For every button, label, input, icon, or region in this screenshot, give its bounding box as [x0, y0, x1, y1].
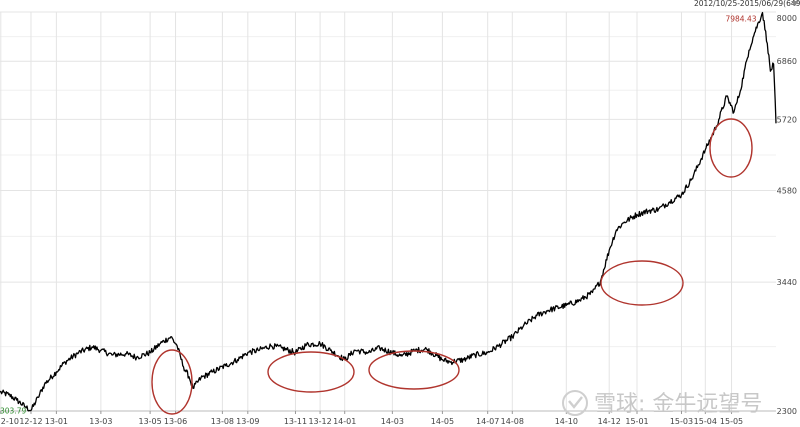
date-range-label: 2012/10/25-2015/06/29(649日): [694, 0, 800, 8]
x-tick-label: 13-11: [284, 417, 307, 426]
highlight-ellipse: [368, 350, 460, 390]
y-tick-label: 3440: [777, 278, 797, 287]
min-value-label: 303.79: [0, 406, 26, 415]
y-tick-label: 8000: [777, 14, 797, 23]
x-tick-label: 14-03: [381, 417, 404, 426]
triangle-down-icon[interactable]: [791, 1, 799, 6]
y-tick-label: 5720: [777, 115, 797, 124]
chart-grid: [0, 11, 776, 412]
highlight-ellipse: [600, 260, 684, 306]
x-tick-label: 13-06: [164, 417, 187, 426]
highlight-ellipse: [151, 349, 193, 415]
annotation-circles: [151, 118, 753, 415]
x-tick-label: 13-01: [45, 417, 68, 426]
x-tick-label: 14-05: [431, 417, 454, 426]
highlight-ellipse: [267, 351, 355, 393]
xueqiu-logo-icon: [562, 390, 588, 416]
x-tick-label: 14-01: [333, 417, 356, 426]
series-group: [0, 11, 777, 412]
x-tick-label: 15-01: [625, 417, 648, 426]
chart-header: 2012/10/25-2015/06/29(649日): [694, 0, 800, 8]
x-tick-label: 12-12: [19, 417, 42, 426]
x-tick-label: 13-05: [138, 417, 161, 426]
x-tick-label: 15-05: [720, 417, 743, 426]
x-tick-label: 13-12: [308, 417, 331, 426]
y-axis: 8000 6860 5720 4580 3440 2300: [777, 14, 797, 416]
extreme-labels: 7984.43 303.79: [0, 15, 757, 416]
y-tick-label: 6860: [777, 57, 797, 66]
x-tick-label: 13-09: [236, 417, 259, 426]
x-tick-label: 14-07: [476, 417, 499, 426]
max-value-label: 7984.43: [725, 15, 756, 24]
x-tick-label: 14-08: [501, 417, 524, 426]
watermark: 雪球: 金牛远望号: [562, 390, 762, 417]
y-tick-label: 2300: [777, 407, 797, 416]
x-tick-label: 13-08: [211, 417, 234, 426]
index-series-line: [0, 11, 777, 412]
x-tick-label: 14-12: [598, 417, 621, 426]
x-tick-label: 14-10: [555, 417, 578, 426]
x-tick-label: 2-10: [1, 417, 19, 426]
y-tick-label: 4580: [777, 187, 797, 196]
x-tick-label: 13-03: [89, 417, 112, 426]
x-tick-label: 15-03: [670, 417, 693, 426]
x-axis: 2-10 12-12 13-01 13-03 13-05 13-06 13-08 13-09 1…: [0, 411, 743, 426]
highlight-ellipse: [709, 118, 753, 178]
x-tick-label: 15-04: [694, 417, 717, 426]
watermark-text: 雪球: 金牛远望号: [594, 392, 762, 417]
